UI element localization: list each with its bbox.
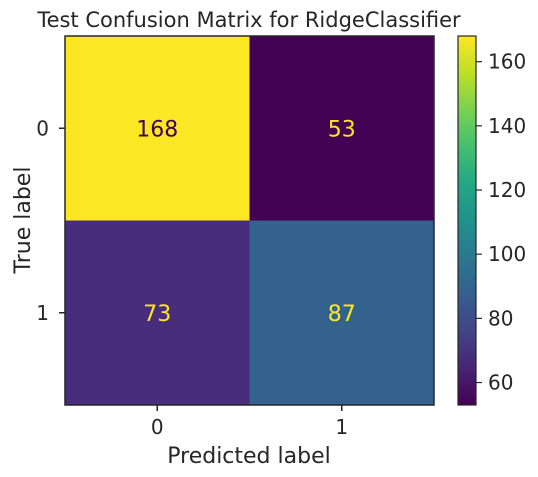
heatmap-cell-1-0	[65, 220, 250, 405]
y-tick-label-1: 1	[36, 301, 49, 325]
x-tick-label-0: 0	[151, 415, 164, 439]
x-axis-label: Predicted label	[167, 444, 330, 469]
cell-value-label-1-1: 87	[328, 302, 356, 327]
colorbar-tick-label-5: 160	[488, 50, 526, 74]
heatmap-cell-labels: 168 53 73 87	[136, 117, 356, 327]
chart-title: Test Confusion Matrix for RidgeClassifie…	[36, 8, 461, 32]
cell-value-label-0-1: 53	[328, 117, 356, 142]
colorbar-tick-label-4: 140	[488, 114, 526, 138]
colorbar-tick-label-1: 80	[488, 306, 513, 330]
heatmap-cell-0-0	[65, 36, 250, 221]
colorbar	[457, 35, 477, 406]
colorbar-ticks: 60 80 100 120 140 160	[476, 50, 526, 395]
colorbar-tick-label-3: 120	[488, 178, 526, 202]
plot-frame	[64, 35, 435, 406]
y-axis-ticks: 01	[36, 116, 65, 325]
y-tick-label-0: 0	[36, 116, 49, 140]
heatmap-cells	[65, 36, 434, 405]
cell-value-label-0-0: 168	[136, 117, 178, 142]
heatmap-cell-0-1	[249, 36, 434, 221]
colorbar-tick-label-0: 60	[488, 371, 513, 395]
heatmap-cell-1-1	[249, 220, 434, 405]
colorbar-tick-label-2: 100	[488, 242, 526, 266]
cell-value-label-1-0: 73	[143, 302, 171, 327]
x-tick-label-1: 1	[335, 415, 348, 439]
y-axis-label: True label	[11, 167, 36, 275]
